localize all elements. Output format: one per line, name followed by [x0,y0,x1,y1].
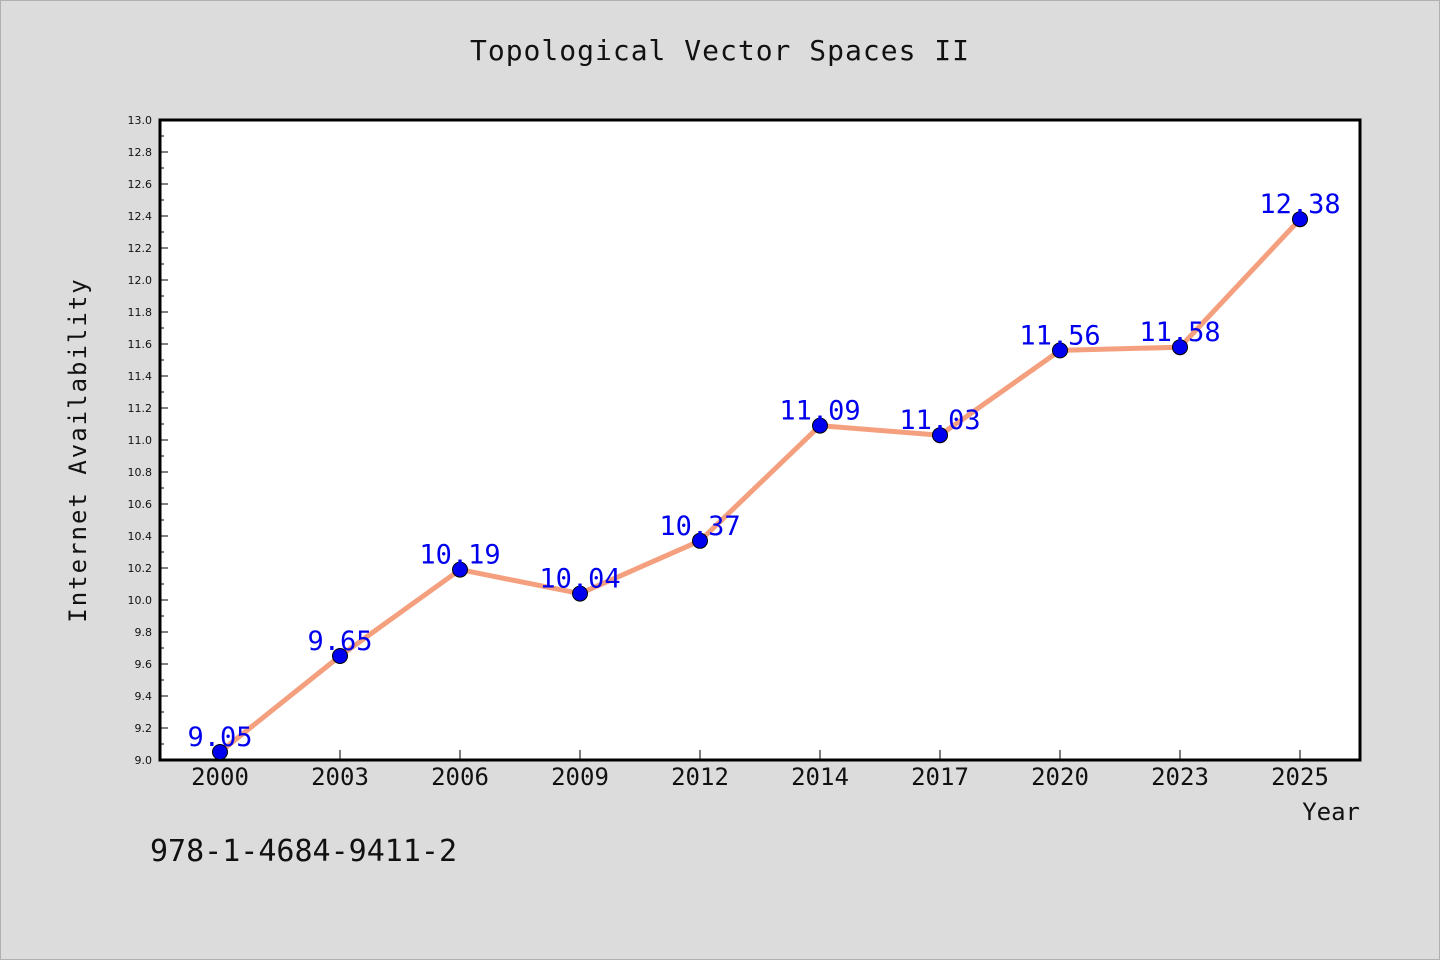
x-tick-label: 2025 [1271,763,1329,791]
data-label: 11.58 [1139,317,1220,348]
y-tick-label: 10.8 [128,466,153,479]
y-axis-ticks: 9.0 9.2 9.4 9.6 9.8 10.0 10.2 10.4 10.6 10.8 11.0 1… [128,114,168,767]
data-point [452,561,468,578]
data-point [692,532,708,549]
chart-title: Topological Vector Spaces II [469,34,970,67]
y-tick-label: 10.2 [128,562,153,575]
plot-area [158,118,1362,762]
data-point [212,744,228,760]
data-point [572,585,588,602]
data-point [932,427,948,444]
x-tick-label: 2006 [431,763,489,791]
y-tick-label: 9.4 [135,690,153,703]
x-axis-label: Year [1302,798,1360,826]
data-label: 10.19 [419,540,500,571]
y-tick-label: 11.0 [128,434,153,447]
y-tick-label: 10.0 [128,594,153,607]
x-axis-ticks: 2000 2003 2006 2009 2012 2014 2017 2020 2023 2025 [191,750,1329,791]
data-label: 11.03 [899,405,980,436]
data-label: 9.05 [187,722,252,753]
data-label: 10.37 [659,511,740,542]
y-tick-label: 11.4 [128,370,153,383]
series-line [217,216,1303,755]
data-label: 12.38 [1259,189,1340,220]
y-tick-label: 9.0 [135,754,153,767]
y-tick-label: 10.6 [128,498,153,511]
y-tick-label: 12.0 [128,274,153,287]
data-point [812,417,828,434]
x-tick-label: 2023 [1151,763,1209,791]
y-tick-label: 11.6 [128,338,153,351]
y-tick-label: 12.6 [128,178,153,191]
y-tick-label: 10.4 [128,530,153,543]
data-point [1292,211,1308,228]
x-tick-label: 2000 [191,763,249,791]
x-tick-label: 2003 [311,763,369,791]
y-tick-label: 9.6 [135,658,153,671]
data-point [332,648,348,664]
y-tick-label: 12.4 [128,210,153,223]
x-tick-label: 2020 [1031,763,1089,791]
isbn-text: 978-1-4684-9411-2 [150,834,458,869]
y-tick-label: 11.8 [128,306,153,319]
y-tick-label: 12.2 [128,242,153,255]
x-tick-label: 2014 [791,763,849,791]
data-point [1052,342,1068,359]
y-tick-label: 12.8 [128,146,153,159]
y-tick-label: 9.8 [135,626,153,639]
data-label: 11.56 [1019,320,1100,351]
y-tick-label: 9.2 [135,722,153,735]
data-label: 11.09 [779,396,860,427]
data-labels-group: 9.05 9.65 10.19 10.04 10.37 11.09 11.03 11.56 11… [187,189,1340,753]
y-tick-label: 11.2 [128,402,153,415]
series-group [212,211,1308,760]
x-tick-label: 2009 [551,763,609,791]
x-tick-label: 2017 [911,763,969,791]
y-axis-label: Internet Availability [64,277,92,622]
x-tick-label: 2012 [671,763,729,791]
data-label: 10.04 [539,564,620,595]
data-label: 9.65 [307,626,372,657]
data-point [1172,339,1188,356]
y-tick-label: 13.0 [128,114,153,127]
